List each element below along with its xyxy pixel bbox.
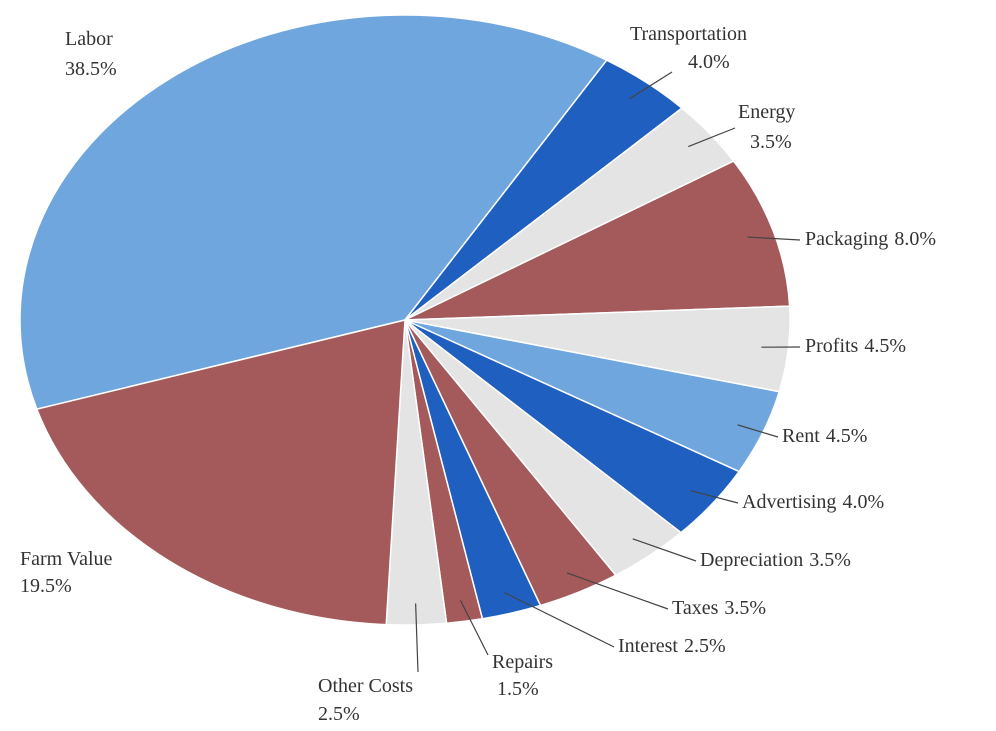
- slice-value: 3.5%: [809, 549, 851, 571]
- slice-value: 3.5%: [724, 597, 766, 619]
- slice-name: Labor: [65, 28, 113, 50]
- leader-line: [737, 424, 779, 438]
- slice-label: Taxes 3.5%: [672, 597, 766, 619]
- slice-name: Taxes: [672, 597, 719, 619]
- slice-value: 2.5%: [684, 635, 726, 657]
- slice-value: 38.5%: [65, 58, 117, 80]
- pie-slice: [404, 160, 791, 321]
- slice-name: Rent: [782, 425, 820, 447]
- slice-label: Advertising 4.0%: [742, 491, 884, 513]
- leader-line: [459, 599, 489, 656]
- slice-name: Profits: [805, 335, 859, 357]
- slice-name: Interest: [618, 635, 678, 657]
- slice-value: 4.5%: [826, 425, 868, 447]
- leader-line: [690, 490, 739, 504]
- leader-line: [629, 71, 673, 100]
- slice-name: Energy: [738, 101, 795, 123]
- slice-label: Depreciation 3.5%: [700, 549, 851, 571]
- slice-value: 1.5%: [497, 678, 539, 700]
- leader-line: [747, 236, 801, 241]
- slice-value: 3.5%: [750, 131, 792, 153]
- slice-value: 4.5%: [864, 335, 906, 357]
- slice-name: Advertising: [742, 491, 836, 513]
- leader-line: [632, 538, 697, 562]
- leader-line: [566, 572, 669, 610]
- slice-name: Depreciation: [700, 549, 803, 571]
- leader-line: [688, 127, 736, 148]
- pie-slice: [35, 319, 406, 626]
- slice-label: Packaging 8.0%: [805, 228, 936, 250]
- slice-name: Transportation: [630, 23, 747, 45]
- slice-label: Rent 4.5%: [782, 425, 867, 447]
- slice-name: Packaging: [805, 228, 888, 250]
- slice-name: Repairs: [492, 651, 553, 673]
- pie-slice: [19, 14, 608, 411]
- slice-name: Farm Value: [20, 548, 113, 570]
- slice-label: Interest 2.5%: [618, 635, 726, 657]
- slice-label: Profits 4.5%: [805, 335, 906, 357]
- slice-value: 8.0%: [894, 228, 936, 250]
- slice-value: 19.5%: [20, 575, 72, 597]
- slice-name: Other Costs: [318, 675, 413, 697]
- slice-value: 4.0%: [842, 491, 884, 513]
- leader-line: [504, 591, 615, 648]
- leader-line: [415, 603, 419, 673]
- slice-value: 2.5%: [318, 703, 360, 725]
- slice-value: 4.0%: [688, 51, 730, 73]
